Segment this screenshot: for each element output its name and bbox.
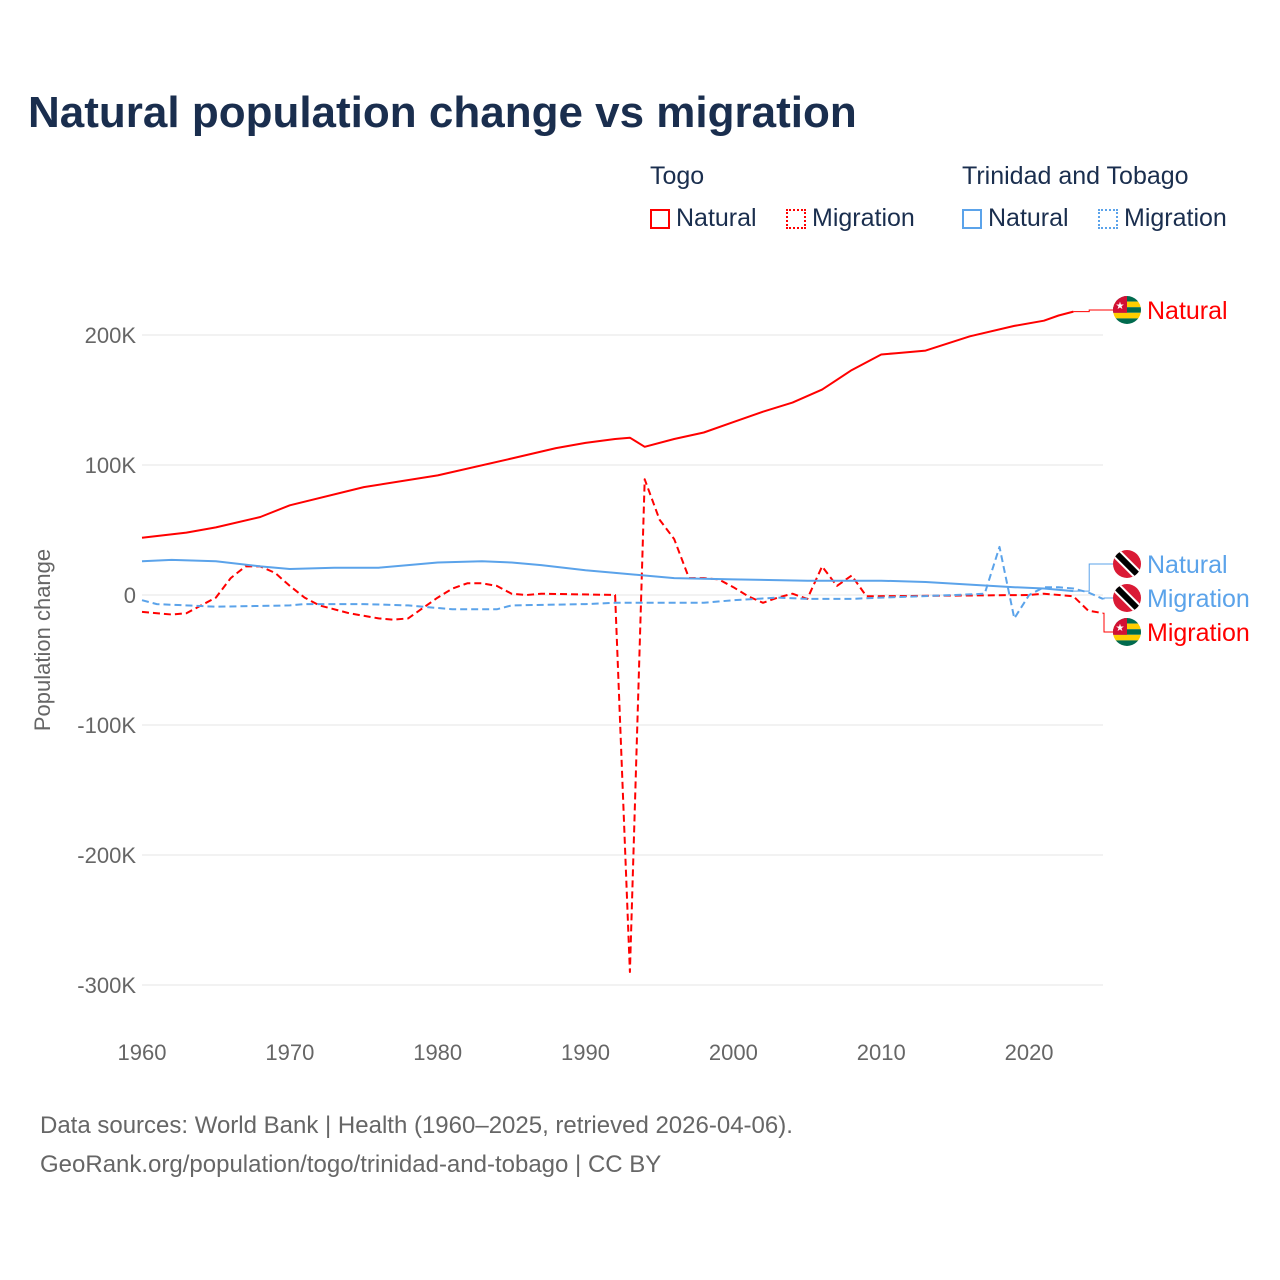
y-tick-label: -300K: [77, 973, 136, 998]
end-label-togo-natural: ★ Natural: [1073, 296, 1228, 325]
y-tick-label: -100K: [77, 713, 136, 738]
x-tick-label: 1990: [561, 1040, 610, 1065]
legend-trinidad-migration[interactable]: Migration: [1098, 204, 1227, 233]
end-label-text: Natural: [1147, 297, 1228, 325]
legend-label: Natural: [988, 204, 1069, 232]
footer: Data sources: World Bank | Health (1960–…: [40, 1106, 793, 1184]
legend-trinidad-natural[interactable]: Natural: [962, 204, 1069, 233]
trinidad-flag-icon: [1113, 550, 1141, 578]
x-tick-label: 1960: [118, 1040, 167, 1065]
flag-body: ★: [1113, 296, 1141, 324]
series-line-togo-natural: [141, 310, 1074, 539]
y-tick-label: 100K: [85, 453, 137, 478]
y-tick-label: 200K: [85, 323, 137, 348]
end-label-text: Migration: [1147, 585, 1250, 613]
end-label-togo-migration: ★ Migration: [1103, 612, 1250, 647]
source-link[interactable]: GeoRank.org/population/togo/trinidad-and…: [40, 1151, 662, 1178]
flag-stripe: [1113, 634, 1141, 641]
x-tick-label: 2010: [857, 1040, 906, 1065]
flag-body: [1113, 550, 1141, 578]
series-line-togo-migration: [141, 478, 1104, 973]
chart-title: Natural population change vs migration: [28, 88, 857, 137]
flag-star: ★: [1116, 301, 1125, 312]
flag-stripe: [1113, 312, 1141, 319]
legend-swatch-dotted: [786, 208, 806, 229]
legend-group-trinidad: Trinidad and Tobago: [962, 162, 1189, 190]
x-tick-label: 2020: [1005, 1040, 1054, 1065]
legend-togo-natural[interactable]: Natural: [650, 204, 757, 233]
flag-stripe: [1113, 640, 1141, 646]
legend-label: Migration: [1124, 204, 1227, 232]
togo-flag-icon: ★: [1113, 296, 1141, 324]
flag-stripe: [1113, 318, 1141, 324]
y-tick-label: 0: [124, 583, 136, 608]
connector-line: [1103, 597, 1113, 600]
legend-label: Migration: [812, 204, 915, 232]
end-label-trinidad-and-tobago-migration: Migration: [1103, 584, 1250, 613]
trinidad-flag-icon: [1113, 584, 1141, 612]
legend-group-togo: Togo: [650, 162, 705, 190]
series-line-trinidad-and-tobago-migration: [141, 545, 1104, 620]
data-sources: Data sources: World Bank | Health (1960–…: [40, 1112, 793, 1139]
flag-body: [1113, 584, 1141, 612]
end-label-text: Migration: [1147, 619, 1250, 647]
series-line-trinidad-and-tobago-natural: [141, 558, 1074, 593]
legend-swatch-dotted: [1098, 208, 1118, 229]
end-label-text: Natural: [1147, 551, 1228, 579]
flag-body: ★: [1113, 618, 1141, 646]
connector-line: [1073, 563, 1113, 592]
y-axis-label: Population change: [30, 549, 55, 731]
connector-line: [1073, 309, 1113, 313]
x-tick-label: 1970: [265, 1040, 314, 1065]
legend-swatch-solid: [650, 208, 670, 229]
x-tick-label: 2000: [709, 1040, 758, 1065]
legend-swatch-solid: [962, 208, 982, 229]
y-tick-label: -200K: [77, 843, 136, 868]
flag-star: ★: [1116, 623, 1125, 634]
togo-flag-icon: ★: [1113, 618, 1141, 646]
connector-line: [1103, 612, 1113, 633]
x-tick-label: 1980: [413, 1040, 462, 1065]
legend-label: Natural: [676, 204, 757, 232]
legend-togo-migration[interactable]: Migration: [786, 204, 915, 233]
